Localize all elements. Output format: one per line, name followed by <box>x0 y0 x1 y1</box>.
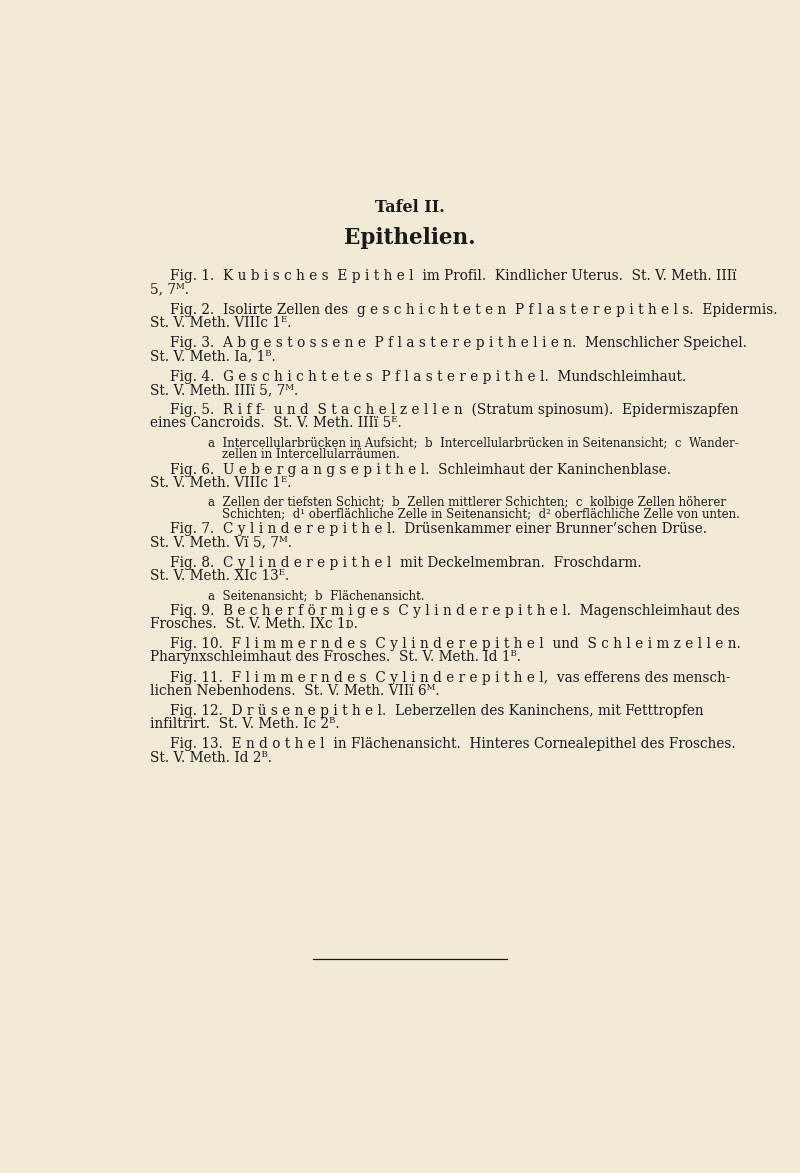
Text: St. V. Meth. VIIIc 1ᴱ.: St. V. Meth. VIIIc 1ᴱ. <box>150 316 292 330</box>
Text: Fig. 3.  A b g e s t o s s e n e  P f l a s t e r e p i t h e l i e n.  Menschli: Fig. 3. A b g e s t o s s e n e P f l a … <box>170 337 746 351</box>
Text: Fig. 13.  E n d o t h e l  in Flächenansicht.  Hinteres Cornealepithel des Frosc: Fig. 13. E n d o t h e l in Flächenansic… <box>170 738 735 752</box>
Text: Fig. 9.  B e c h e r f ö r m i g e s  C y l i n d e r e p i t h e l.  Magenschle: Fig. 9. B e c h e r f ö r m i g e s C y … <box>170 604 739 618</box>
Text: Epithelien.: Epithelien. <box>344 228 476 249</box>
Text: Fig. 1.  K u b i s c h e s  E p i t h e l  im Profil.  Kindlicher Uterus.  St. V: Fig. 1. K u b i s c h e s E p i t h e l … <box>170 270 736 284</box>
Text: a  Zellen der tiefsten Schicht;  b  Zellen mittlerer Schichten;  c  kolbige Zell: a Zellen der tiefsten Schicht; b Zellen … <box>209 496 726 509</box>
Text: a  Seitenansicht;  b  Flächenansicht.: a Seitenansicht; b Flächenansicht. <box>209 589 425 602</box>
Text: Fig. 2.  Isolirte Zellen des  g e s c h i c h t e t e n  P f l a s t e r e p i t: Fig. 2. Isolirte Zellen des g e s c h i … <box>170 303 778 317</box>
Text: St. V. Meth. XIc 13ᴱ.: St. V. Meth. XIc 13ᴱ. <box>150 569 290 583</box>
Text: Schichten;  d¹ oberflächliche Zelle in Seitenansicht;  d² oberflächliche Zelle v: Schichten; d¹ oberflächliche Zelle in Se… <box>222 508 740 521</box>
Text: a  Intercellularbrücken in Aufsicht;  b  Intercellularbrücken in Seitenansicht; : a Intercellularbrücken in Aufsicht; b In… <box>209 436 739 449</box>
Text: Fig. 11.  F l i m m e r n d e s  C y l i n d e r e p i t h e l,  vas efferens de: Fig. 11. F l i m m e r n d e s C y l i n… <box>170 671 730 685</box>
Text: Tafel II.: Tafel II. <box>375 199 445 216</box>
Text: St. V. Meth. VIIIc 1ᴱ.: St. V. Meth. VIIIc 1ᴱ. <box>150 476 292 490</box>
Text: Fig. 8.  C y l i n d e r e p i t h e l  mit Deckelmembran.  Froschdarm.: Fig. 8. C y l i n d e r e p i t h e l mi… <box>170 556 642 570</box>
Text: Frosches.  St. V. Meth. IXc 1ᴅ.: Frosches. St. V. Meth. IXc 1ᴅ. <box>150 617 358 631</box>
Text: zellen in Intercellularräumen.: zellen in Intercellularräumen. <box>222 448 400 461</box>
Text: Fig. 10.  F l i m m e r n d e s  C y l i n d e r e p i t h e l  und  S c h l e i: Fig. 10. F l i m m e r n d e s C y l i n… <box>170 637 741 651</box>
Text: 5, 7ᴹ.: 5, 7ᴹ. <box>150 283 190 297</box>
Text: Pharynxschleimhaut des Frosches.  St. V. Meth. Id 1ᴮ.: Pharynxschleimhaut des Frosches. St. V. … <box>150 650 522 664</box>
Text: St. V. Meth. IIIï 5, 7ᴹ.: St. V. Meth. IIIï 5, 7ᴹ. <box>150 382 298 396</box>
Text: Fig. 12.  D r ü s e n e p i t h e l.  Leberzellen des Kaninchens, mit Fetttropfe: Fig. 12. D r ü s e n e p i t h e l. Lebe… <box>170 704 703 718</box>
Text: infiltrirt.  St. V. Meth. Ic 2ᴮ.: infiltrirt. St. V. Meth. Ic 2ᴮ. <box>150 717 340 731</box>
Text: St. V. Meth. Vï 5, 7ᴹ.: St. V. Meth. Vï 5, 7ᴹ. <box>150 535 292 549</box>
Text: Fig. 4.  G e s c h i c h t e t e s  P f l a s t e r e p i t h e l.  Mundschleimh: Fig. 4. G e s c h i c h t e t e s P f l … <box>170 369 686 384</box>
Text: St. V. Meth. Ia, 1ᴮ.: St. V. Meth. Ia, 1ᴮ. <box>150 350 276 364</box>
Text: Fig. 7.  C y l i n d e r e p i t h e l.  Drüsenkammer einer Brunner’schen Drüse.: Fig. 7. C y l i n d e r e p i t h e l. D… <box>170 522 706 536</box>
Text: eines Cancroids.  St. V. Meth. IIIï 5ᴱ.: eines Cancroids. St. V. Meth. IIIï 5ᴱ. <box>150 416 402 430</box>
Text: Fig. 6.  U e b e r g a n g s e p i t h e l.  Schleimhaut der Kaninchenblase.: Fig. 6. U e b e r g a n g s e p i t h e … <box>170 462 670 476</box>
Text: St. V. Meth. Id 2ᴮ.: St. V. Meth. Id 2ᴮ. <box>150 751 272 765</box>
Text: lichen Nebenhodens.  St. V. Meth. VIIï 6ᴹ.: lichen Nebenhodens. St. V. Meth. VIIï 6ᴹ… <box>150 684 440 698</box>
Text: Fig. 5.  R i f f-  u n d  S t a c h e l z e l l e n  (Stratum spinosum).  Epider: Fig. 5. R i f f- u n d S t a c h e l z e… <box>170 404 738 418</box>
